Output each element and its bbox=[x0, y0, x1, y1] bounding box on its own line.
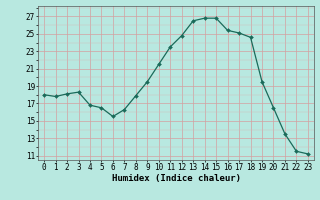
X-axis label: Humidex (Indice chaleur): Humidex (Indice chaleur) bbox=[111, 174, 241, 183]
